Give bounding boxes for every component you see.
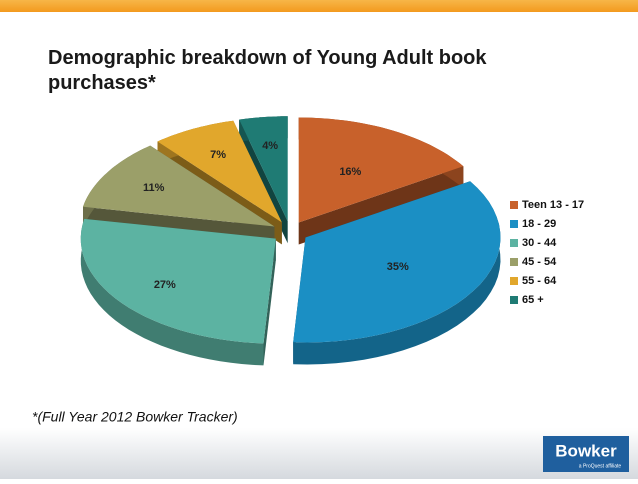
slice-group [293, 181, 501, 365]
slice-group [298, 117, 464, 245]
legend-swatch [510, 239, 518, 247]
legend-label: 30 - 44 [522, 237, 557, 249]
footer-bar [0, 428, 638, 479]
slice-side [298, 166, 464, 245]
legend-swatch [510, 296, 518, 304]
slice [298, 117, 464, 223]
slice-side [263, 238, 276, 366]
legend-label: 65 + [522, 294, 544, 306]
legend-swatch [510, 277, 518, 285]
legend-label: 55 - 64 [522, 275, 557, 287]
logo-box [543, 436, 629, 472]
legend-swatch [510, 201, 518, 209]
slice [239, 116, 288, 222]
legend-swatch [510, 220, 518, 228]
legend: Teen 13 - 17 18 - 29 30 - 44 45 - 54 55 - 64… [510, 199, 584, 306]
logo-tagline: a ProQuest affiliate [579, 463, 622, 469]
data-label: 16% [339, 166, 361, 178]
chart-title: Demographic breakdown of Young Adult boo… [48, 47, 487, 94]
slice-side [293, 181, 501, 365]
legend-label: 45 - 54 [522, 256, 557, 268]
data-label: 11% [143, 182, 165, 194]
data-label: 7% [210, 149, 226, 161]
slice [293, 181, 501, 343]
slice [157, 120, 282, 223]
top-bar [0, 0, 638, 12]
slice-group [80, 218, 276, 366]
legend-label: Teen 13 - 17 [522, 199, 584, 211]
title-box: Demographic breakdown of Young Adult boo… [48, 47, 487, 94]
footnote: *(Full Year 2012 Bowker Tracker) [32, 409, 238, 425]
data-label: 35% [387, 261, 409, 273]
data-label: 4% [262, 140, 278, 152]
logo-name: Bowker [555, 441, 617, 460]
slice-side [80, 218, 264, 366]
slice [83, 145, 275, 227]
slice [80, 218, 276, 344]
pie: 16% 35% 27% 11% 7% 4% [80, 116, 501, 366]
legend-label: 18 - 29 [522, 218, 556, 230]
data-label: 27% [154, 279, 176, 291]
legend-swatch [510, 258, 518, 266]
